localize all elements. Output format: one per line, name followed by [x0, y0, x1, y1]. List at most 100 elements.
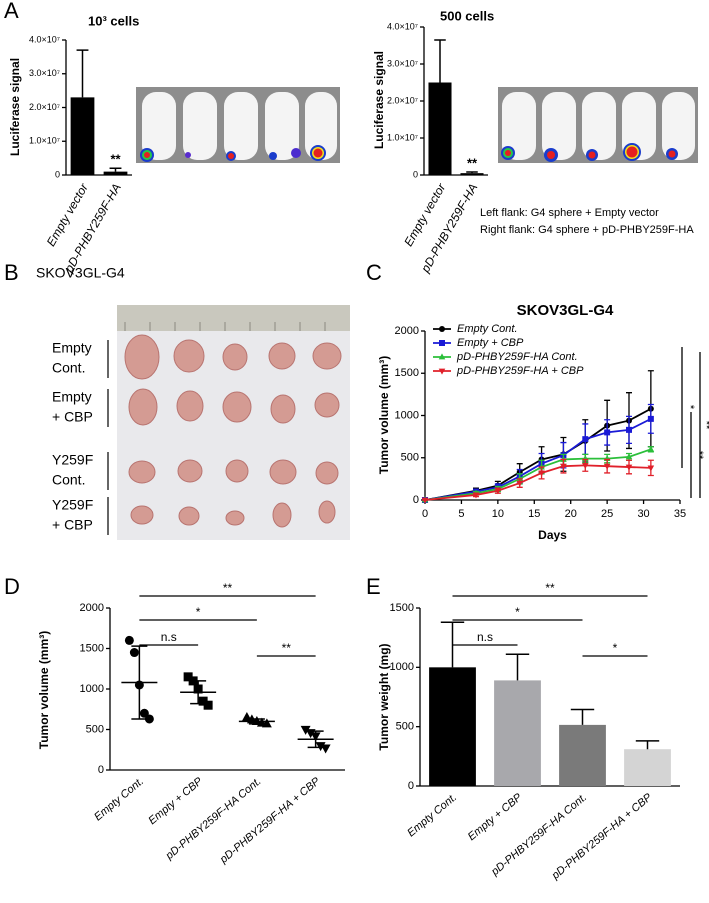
- x-axis-label: Days: [538, 528, 567, 542]
- series-line: [424, 448, 652, 501]
- bar: [70, 97, 95, 175]
- marker: [421, 497, 429, 504]
- y-tick-label: 3.0×10⁷: [387, 58, 418, 68]
- row-label: Y259F: [52, 497, 93, 513]
- panel-label: D: [4, 574, 20, 599]
- significance-label: **: [282, 641, 292, 655]
- row-label: + CBP: [52, 409, 93, 425]
- legend-label: Empty Cont.: [457, 323, 518, 335]
- significance-label: *: [684, 405, 696, 410]
- error-bar: [76, 49, 89, 98]
- marker: [582, 436, 589, 443]
- legend-label: pD-PHBY259F-HA + CBP: [456, 365, 584, 377]
- y-tick-label: 1500: [390, 602, 414, 614]
- marker: [625, 464, 633, 471]
- bar: [103, 171, 128, 175]
- significance-label: n.s: [477, 630, 493, 644]
- y-tick-label: 1.0×10⁷: [29, 136, 60, 146]
- x-tick-label: 20: [565, 508, 577, 520]
- series-line: [424, 464, 651, 501]
- series-line: [424, 407, 652, 501]
- y-tick-label: 0: [413, 169, 418, 179]
- x-tick-label: Empty Cont.: [405, 791, 459, 839]
- significance-label: **: [467, 155, 478, 170]
- row-label: Empty: [52, 389, 92, 405]
- y-tick-label: 1500: [395, 367, 419, 379]
- y-axis-label: Tumor weight (mg): [377, 643, 391, 750]
- x-tick-label: 30: [637, 508, 649, 520]
- y-tick-label: 4.0×10⁷: [387, 21, 418, 31]
- bar: [624, 749, 671, 786]
- marker: [625, 453, 633, 460]
- row-label: Empty: [52, 340, 92, 356]
- panel-title: SKOV3GL-G4: [36, 265, 125, 281]
- x-tick-label: 15: [528, 508, 540, 520]
- error-bar: [434, 39, 446, 83]
- note: Right flank: G4 sphere + pD-PHBY259F-HA: [480, 224, 694, 236]
- legend-marker: [438, 353, 446, 360]
- row-label: Cont.: [52, 360, 85, 376]
- error-bar: [131, 645, 148, 720]
- error-bar: [190, 680, 207, 705]
- error-bar: [307, 730, 324, 749]
- row-label: + CBP: [52, 517, 93, 533]
- x-tick-label: Empty Cont.: [92, 775, 146, 823]
- error-bar: [248, 718, 265, 725]
- y-tick-label: 0: [55, 169, 60, 179]
- panel-label: B: [4, 260, 19, 285]
- marker: [647, 465, 655, 472]
- marker: [494, 488, 502, 495]
- x-tick-label: Empty + CBP: [466, 791, 525, 843]
- imaging-photo: [136, 87, 698, 163]
- marker: [581, 462, 589, 469]
- marker: [560, 463, 567, 470]
- y-tick-label: 0: [408, 780, 414, 792]
- marker: [516, 480, 524, 487]
- bar: [494, 680, 541, 786]
- panel-label: C: [366, 260, 382, 285]
- y-tick-label: 500: [401, 452, 419, 464]
- significance-label: n.s: [161, 630, 177, 644]
- y-axis-label: Luciferase signal: [372, 51, 386, 149]
- tumor-photo: [117, 305, 350, 540]
- y-tick-label: 2.0×10⁷: [29, 102, 60, 112]
- significance-label: **: [223, 581, 233, 595]
- x-tick-label: 25: [601, 508, 613, 520]
- series-line: [424, 418, 652, 501]
- panel-label: A: [4, 0, 19, 23]
- y-tick-label: 2.0×10⁷: [387, 95, 418, 105]
- point: [203, 700, 213, 710]
- chart-title: 500 cells: [440, 8, 494, 23]
- x-tick-label: 0: [422, 508, 428, 520]
- error-bar: [635, 740, 660, 750]
- error-bar: [505, 653, 530, 681]
- row-label: Cont.: [52, 472, 85, 488]
- bar: [559, 724, 606, 786]
- y-tick-label: 2000: [395, 325, 419, 337]
- point: [261, 718, 272, 728]
- significance-label: **: [700, 421, 709, 430]
- point: [129, 648, 139, 658]
- y-axis-label: Tumor volume (mm³): [37, 631, 51, 749]
- bar: [428, 82, 452, 175]
- legend-label: pD-PHBY259F-HA Cont.: [456, 351, 578, 363]
- significance-label: **: [545, 581, 555, 595]
- x-tick-label: Empty + CBP: [146, 775, 205, 827]
- significance-label: **: [110, 152, 121, 167]
- y-tick-label: 0: [98, 764, 104, 776]
- bar: [460, 173, 484, 175]
- y-tick-label: 500: [86, 723, 104, 735]
- y-axis-label: Luciferase signal: [8, 58, 22, 156]
- note: Left flank: G4 sphere + Empty vector: [480, 207, 659, 219]
- x-tick-label: 10: [492, 508, 504, 520]
- x-tick-label: pD-PHBY259F-HA + CBP: [217, 775, 323, 867]
- marker: [647, 415, 654, 422]
- chart-title: 10³ cells: [88, 13, 139, 28]
- row-label: Y259F: [52, 452, 93, 468]
- significance-label: *: [515, 605, 520, 619]
- bar: [429, 667, 476, 786]
- marker: [626, 426, 632, 433]
- row-labels: Empty Cont. Empty + CBP Y259F Cont. Y259…: [52, 340, 109, 535]
- y-tick-label: 0: [413, 494, 419, 506]
- error-bar: [466, 171, 478, 174]
